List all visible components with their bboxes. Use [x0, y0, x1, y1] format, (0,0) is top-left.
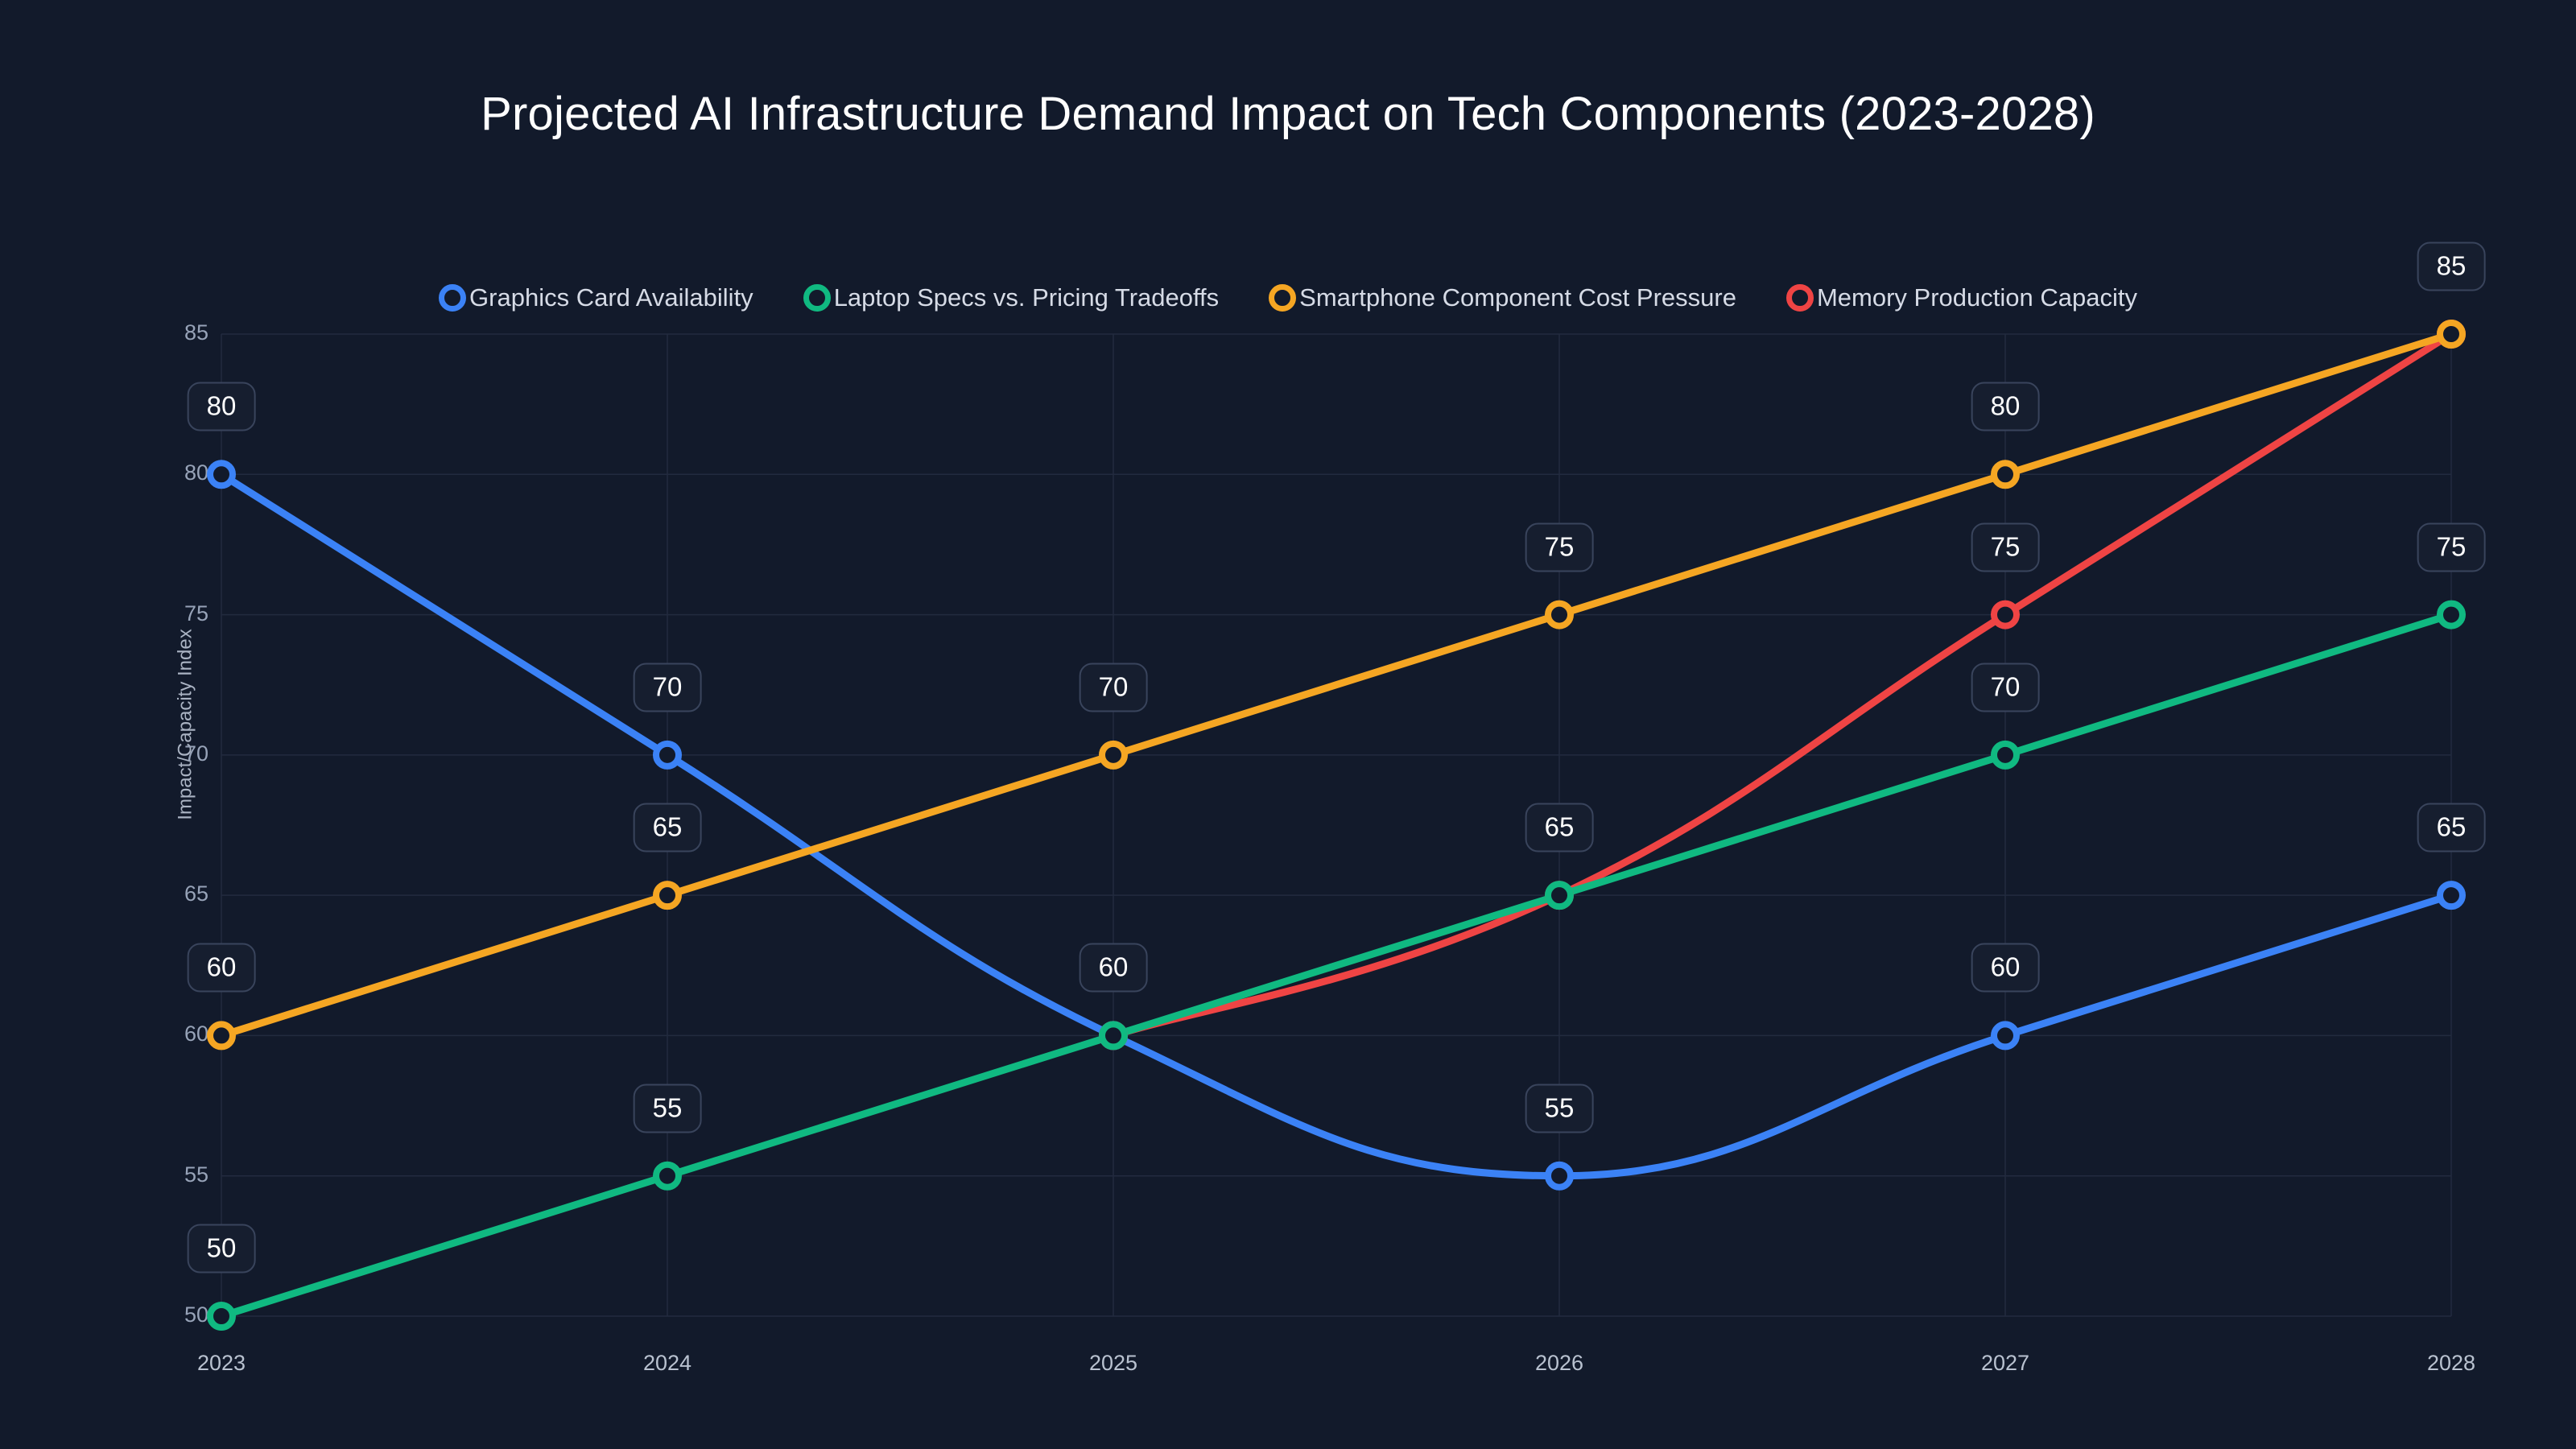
data-point-marker[interactable]	[2437, 600, 2466, 630]
data-point-marker[interactable]	[2437, 320, 2466, 349]
data-label-badge: 80	[187, 382, 256, 431]
data-point-marker[interactable]	[1991, 1021, 2020, 1051]
legend-label: Smartphone Component Cost Pressure	[1299, 283, 1736, 312]
data-label-badge: 75	[1525, 522, 1594, 572]
data-label-badge: 60	[1971, 943, 2040, 993]
series-line	[1109, 330, 2455, 1039]
data-point-marker[interactable]	[1545, 881, 1574, 910]
legend-item[interactable]: Smartphone Component Cost Pressure	[1269, 283, 1736, 312]
data-point-marker[interactable]	[1099, 740, 1128, 770]
data-point-marker[interactable]	[1099, 1021, 1128, 1051]
y-axis-tick-label: 60	[184, 1022, 208, 1046]
legend-marker-icon	[1269, 284, 1297, 312]
chart-legend: Graphics Card Availability Laptop Specs v…	[0, 283, 2576, 312]
y-axis-tick-label: 80	[184, 460, 208, 485]
data-point-marker[interactable]	[1991, 600, 2020, 630]
data-point-marker[interactable]	[1545, 600, 1574, 630]
data-point-marker[interactable]	[207, 1021, 236, 1051]
data-point-marker[interactable]	[653, 740, 682, 770]
y-axis-title: Impact/Capacity Index	[174, 629, 196, 820]
grid-lines	[221, 333, 2452, 1317]
y-axis-tick-label: 50	[184, 1302, 208, 1327]
data-label-badge: 70	[1079, 663, 1148, 712]
x-axis-tick-label: 2027	[1980, 1351, 2030, 1375]
data-label-badge: 60	[1079, 943, 1148, 993]
data-label-badge: 65	[2417, 803, 2486, 852]
data-point-marker[interactable]	[653, 1161, 682, 1191]
x-axis-tick-label: 2023	[196, 1351, 246, 1375]
plot-area	[207, 320, 2466, 1331]
data-label-badge: 60	[187, 943, 256, 993]
data-label-badge: 65	[1525, 803, 1594, 852]
x-axis-tick-label: 2026	[1534, 1351, 1584, 1375]
chart-title: Projected AI Infrastructure Demand Impac…	[481, 88, 2095, 140]
x-axis-tick-label: 2025	[1088, 1351, 1138, 1375]
data-point-marker[interactable]	[653, 881, 682, 910]
data-label-badge: 80	[1971, 382, 2040, 431]
data-label-badge: 75	[1971, 522, 2040, 572]
legend-item[interactable]: Laptop Specs vs. Pricing Tradeoffs	[803, 283, 1219, 312]
legend-marker-icon	[439, 284, 467, 312]
data-label-badge: 55	[1525, 1084, 1594, 1133]
data-point-marker[interactable]	[1991, 460, 2020, 489]
series-lines	[207, 320, 2466, 1331]
data-label-badge: 70	[633, 663, 702, 712]
data-label-badge: 85	[2417, 242, 2486, 291]
data-point-marker[interactable]	[1545, 1161, 1574, 1191]
data-label-badge: 50	[187, 1224, 256, 1274]
data-label-badge: 55	[633, 1084, 702, 1133]
series-line	[217, 330, 2455, 1039]
legend-marker-icon	[1785, 284, 1814, 312]
data-point-marker[interactable]	[207, 1302, 236, 1331]
legend-label: Graphics Card Availability	[469, 283, 753, 312]
y-axis-tick-label: 65	[184, 881, 208, 906]
x-axis-tick-label: 2028	[2426, 1351, 2476, 1375]
x-axis-tick-label: 2024	[642, 1351, 692, 1375]
legend-label: Memory Production Capacity	[1816, 283, 2137, 312]
data-point-marker[interactable]	[207, 460, 236, 489]
legend-item[interactable]: Graphics Card Availability	[439, 283, 753, 312]
data-label-badge: 70	[1971, 663, 2040, 712]
data-point-marker[interactable]	[1991, 740, 2020, 770]
legend-item[interactable]: Memory Production Capacity	[1785, 283, 2137, 312]
series-line	[217, 470, 2455, 1180]
series-line	[217, 611, 2455, 1320]
y-axis-tick-label: 85	[184, 320, 208, 345]
y-axis-tick-label: 75	[184, 601, 208, 625]
data-label-badge: 65	[633, 803, 702, 852]
y-axis-tick-label: 70	[184, 741, 208, 766]
y-axis-tick-label: 55	[184, 1162, 208, 1187]
data-label-badge: 75	[2417, 522, 2486, 572]
legend-label: Laptop Specs vs. Pricing Tradeoffs	[833, 283, 1220, 312]
legend-marker-icon	[803, 284, 831, 312]
data-point-marker[interactable]	[2437, 881, 2466, 910]
